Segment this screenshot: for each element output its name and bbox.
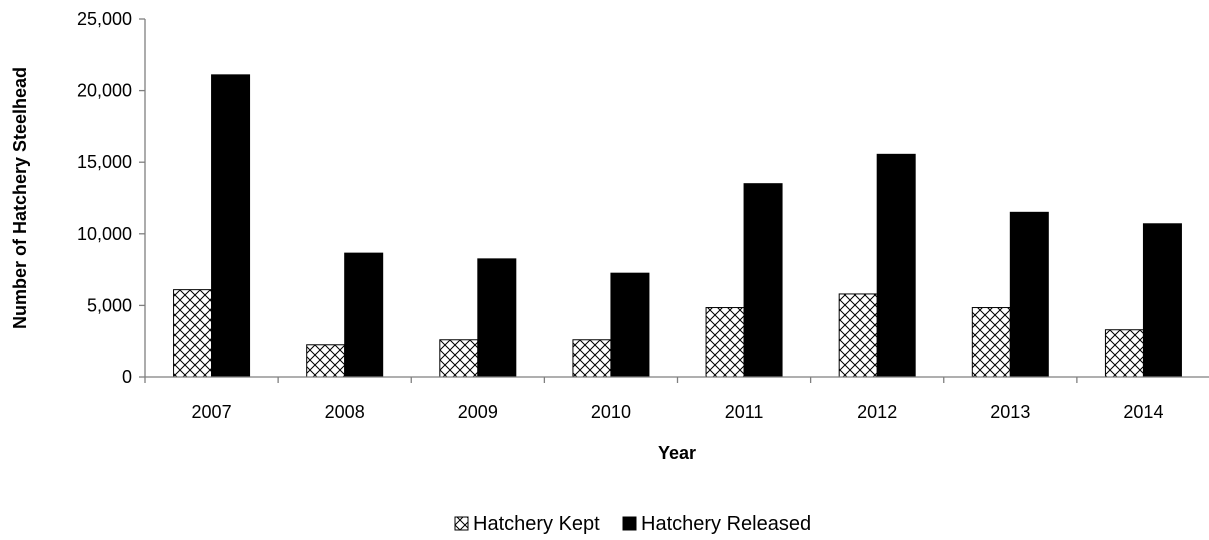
y-tick-label: 25,000: [77, 9, 132, 29]
x-axis-title: Year: [658, 443, 696, 463]
bar-hatchery-released: [1009, 211, 1049, 378]
y-axis-title: Number of Hatchery Steelhead: [10, 67, 30, 329]
bar-hatchery-kept: [971, 307, 1011, 378]
bar-hatchery-kept: [173, 289, 213, 378]
bar-hatchery-released: [610, 272, 650, 378]
x-tick-label: 2010: [591, 402, 631, 422]
y-tick-label: 10,000: [77, 224, 132, 244]
bar-hatchery-released: [743, 183, 783, 378]
legend-swatch: [454, 516, 469, 531]
legend-label: Hatchery Released: [641, 513, 811, 535]
bar-hatchery-kept: [572, 339, 612, 378]
bars: [173, 74, 1182, 378]
bar-hatchery-released: [211, 74, 251, 378]
x-tick-label: 2014: [1123, 402, 1163, 422]
legend-swatch: [622, 516, 637, 531]
x-tick-label: 2007: [192, 402, 232, 422]
y-tick-label: 5,000: [87, 295, 132, 315]
bar-hatchery-kept: [439, 339, 479, 378]
bar-hatchery-kept: [705, 307, 745, 378]
bar-hatchery-released: [1142, 223, 1182, 378]
bar-hatchery-kept: [306, 344, 346, 378]
x-tick-label: 2008: [325, 402, 365, 422]
bar-hatchery-released: [344, 252, 384, 378]
bar-hatchery-released: [876, 153, 916, 378]
bar-hatchery-released: [477, 258, 517, 378]
x-axis-ticks: 2007 2008 2009 2010 2011 2012 2013 2014: [144, 377, 1163, 422]
legend: Hatchery Kept Hatchery Released: [454, 513, 811, 535]
legend-label: Hatchery Kept: [473, 513, 600, 535]
bar-hatchery-kept: [1104, 329, 1144, 378]
x-tick-label: 2011: [725, 402, 764, 422]
y-axis-ticks: 0 5,000 10,000 15,000 20,000 25,000: [77, 9, 145, 387]
x-tick-label: 2013: [990, 402, 1030, 422]
bar-hatchery-kept: [838, 293, 878, 378]
y-tick-label: 15,000: [77, 152, 132, 172]
x-tick-label: 2012: [857, 402, 897, 422]
y-tick-label: 0: [122, 367, 132, 387]
x-tick-label: 2009: [458, 402, 498, 422]
y-tick-label: 20,000: [77, 81, 132, 101]
